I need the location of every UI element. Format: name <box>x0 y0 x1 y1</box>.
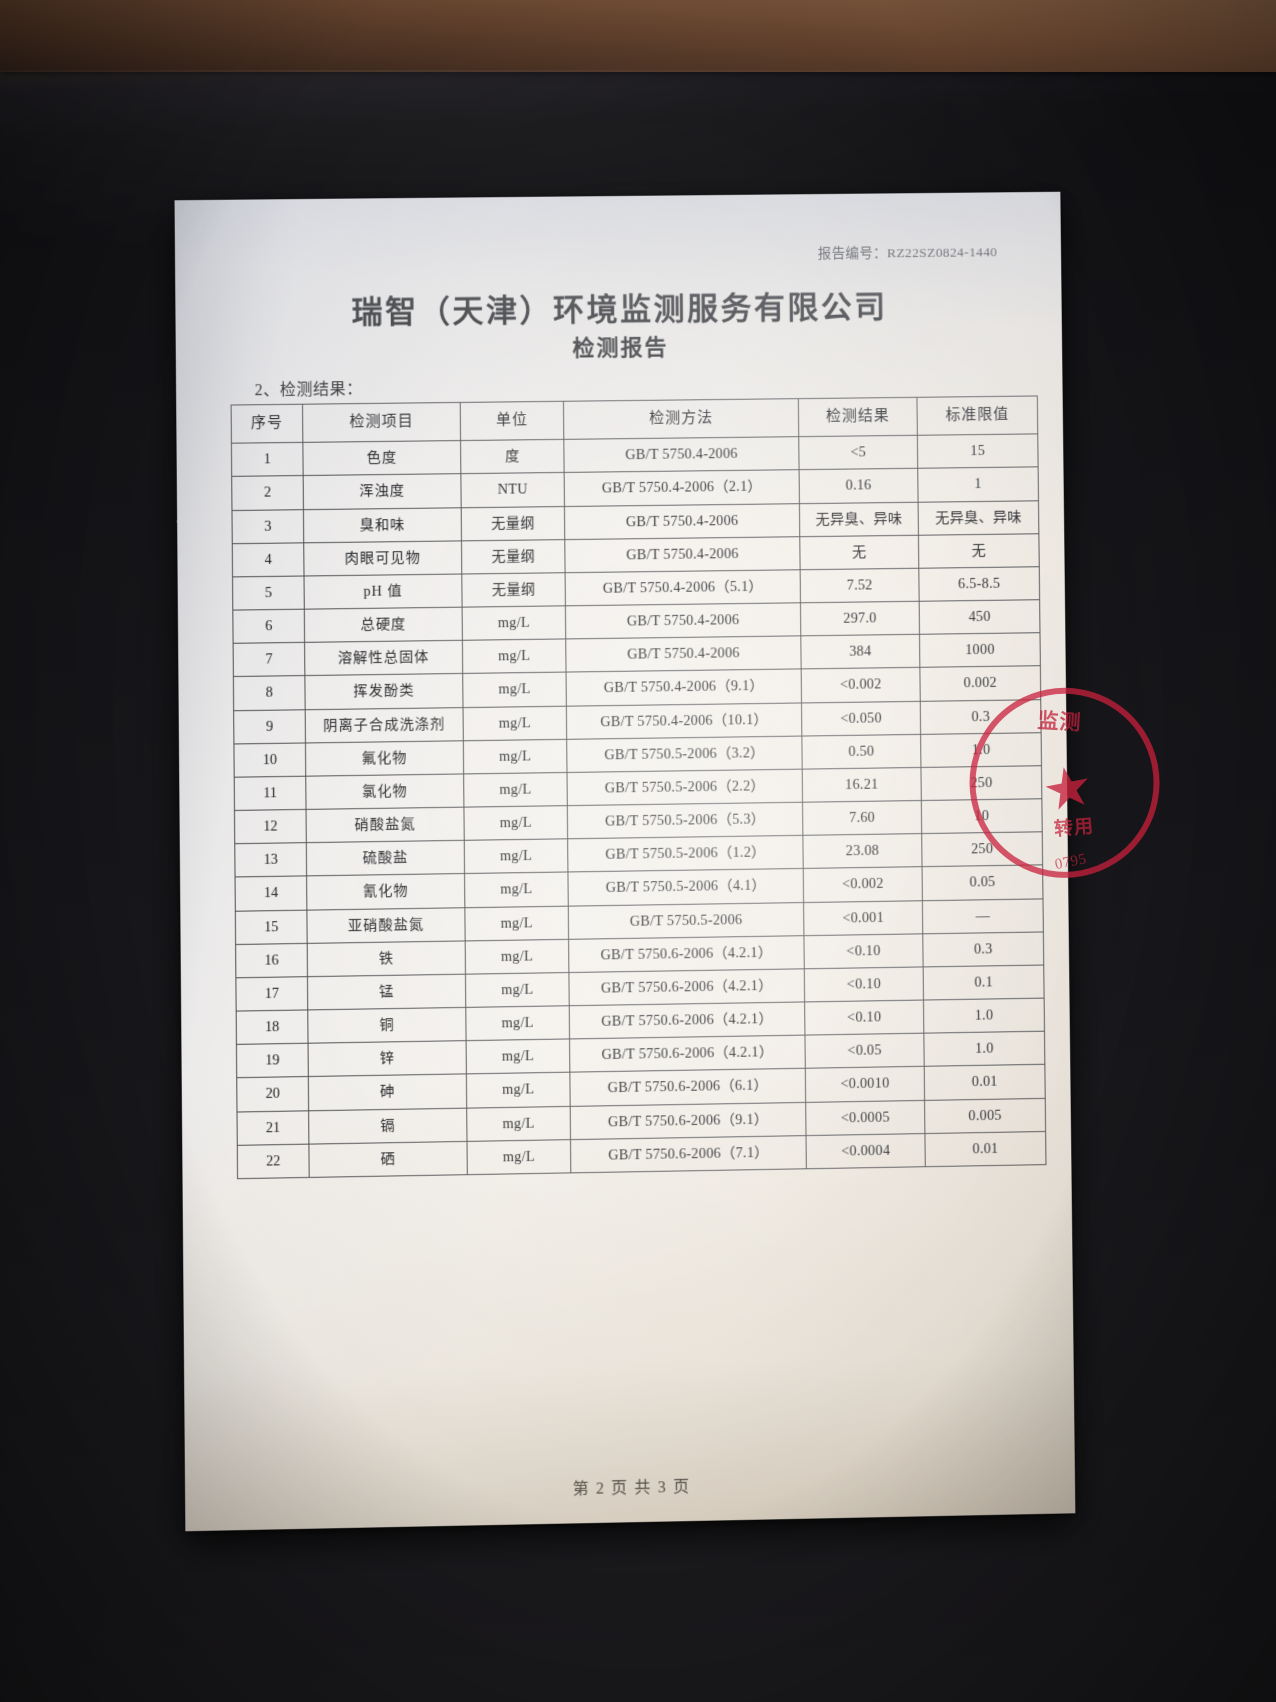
desk-wood-edge <box>0 0 1276 72</box>
